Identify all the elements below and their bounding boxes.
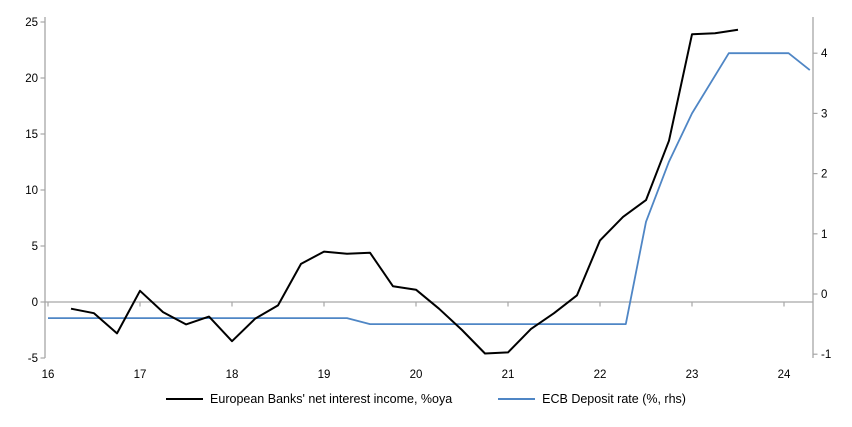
series-line-net-interest-income [70,28,739,355]
x-axis-tick-label: 19 [318,369,331,381]
x-axis-tick-label: 20 [410,369,423,381]
legend-item-net-interest-income: European Banks' net interest income, %oy… [166,392,452,406]
black-line-swatch-icon [166,398,204,400]
y-axis-right-tick-label: 3 [821,108,827,120]
series-line-ecb-deposit-rate [48,52,811,326]
y-axis-left-tick-label: 0 [32,297,38,309]
legend-item-ecb-deposit-rate: ECB Deposit rate (%, rhs) [498,392,686,406]
legend-label: ECB Deposit rate (%, rhs) [542,392,686,406]
blue-line-swatch-icon [498,398,536,400]
x-axis-tick-label: 23 [686,369,699,381]
legend-label: European Banks' net interest income, %oy… [210,392,453,406]
x-axis-tick-label: 22 [594,369,607,381]
y-axis-left-tick-label: 20 [25,73,38,85]
y-axis-right-tick-label: -1 [821,349,831,361]
y-axis-right-tick-label: 0 [821,289,827,301]
y-axis-left-tick-label: 10 [25,185,38,197]
y-axis-left-tick-label: 25 [25,17,38,29]
x-axis-tick-label: 17 [134,369,147,381]
x-axis-tick-label: 16 [42,369,55,381]
x-axis-tick-label: 21 [502,369,515,381]
chart-legend: European Banks' net interest income, %oy… [0,392,852,406]
y-axis-right-tick-label: 2 [821,169,827,181]
y-axis-left-tick-label: -5 [28,353,38,365]
x-axis-tick-label: 18 [226,369,239,381]
y-axis-right-tick-label: 4 [821,48,828,60]
y-axis-right-tick-label: 1 [821,229,827,241]
y-axis-left-tick-label: 5 [32,241,38,253]
x-axis-tick-label: 24 [778,369,791,381]
y-axis-left-tick-label: 15 [25,129,38,141]
